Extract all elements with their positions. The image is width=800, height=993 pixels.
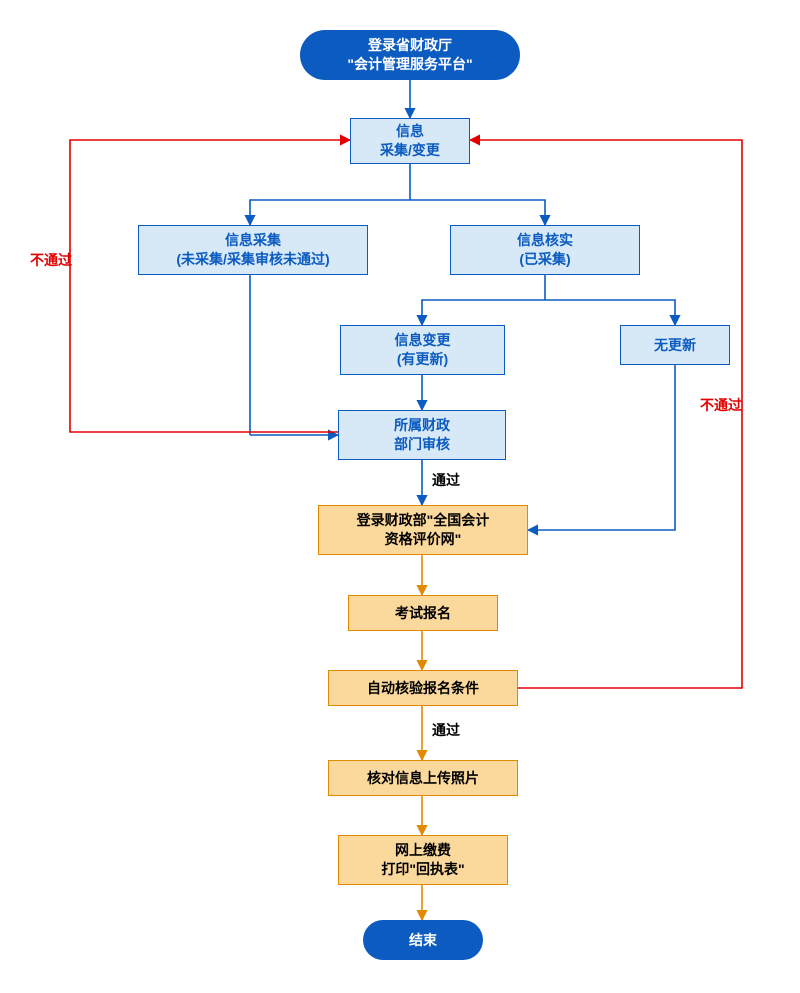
edge-label: 不通过	[30, 250, 72, 270]
edge	[70, 140, 350, 432]
node-upload: 核对信息上传照片	[328, 760, 518, 796]
edge	[250, 200, 410, 225]
edge	[410, 200, 545, 225]
edge-label: 通过	[432, 720, 460, 740]
edge	[528, 365, 675, 530]
node-apply: 考试报名	[348, 595, 498, 631]
edge	[422, 300, 545, 325]
node-left1: 信息采集 (未采集/采集审核未通过)	[138, 225, 368, 275]
node-change: 信息变更 (有更新)	[340, 325, 505, 375]
node-login2: 登录财政部"全国会计 资格评价网"	[318, 505, 528, 555]
node-verify: 自动核验报名条件	[328, 670, 518, 706]
node-audit: 所属财政 部门审核	[338, 410, 506, 460]
node-noupd: 无更新	[620, 325, 730, 365]
node-pay: 网上缴费 打印"回执表"	[338, 835, 508, 885]
edge-label: 不通过	[700, 395, 742, 415]
flowchart-canvas: 登录省财政厅 "会计管理服务平台" 信息 采集/变更信息采集 (未采集/采集审核未…	[0, 0, 800, 993]
edge-label: 通过	[432, 470, 460, 490]
node-collect: 信息 采集/变更	[350, 118, 470, 164]
node-right1: 信息核实 (已采集)	[450, 225, 640, 275]
node-start: 登录省财政厅 "会计管理服务平台"	[300, 30, 520, 80]
node-end: 结束	[363, 920, 483, 960]
edge	[545, 300, 675, 325]
